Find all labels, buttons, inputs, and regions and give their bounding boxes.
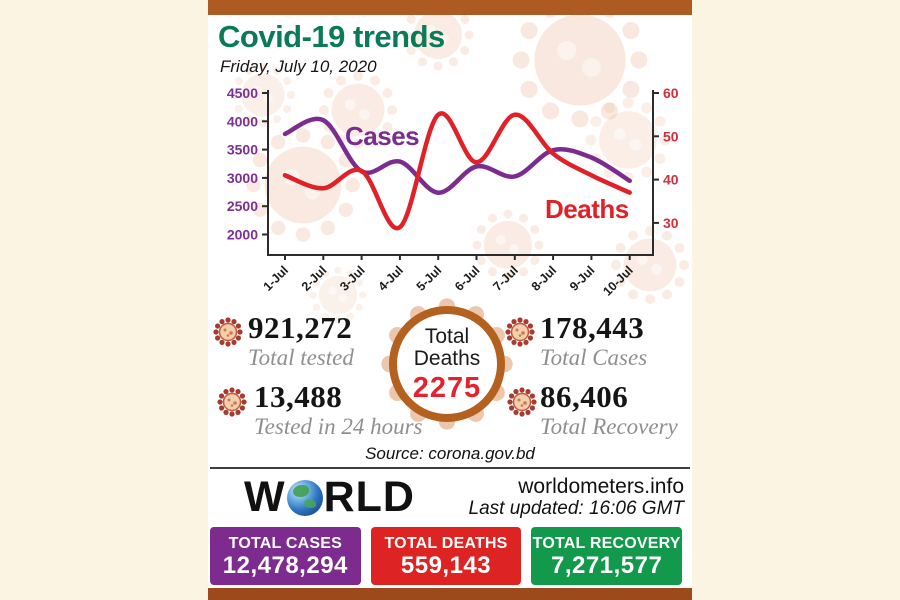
source-note: Source: corona.gov.bd: [365, 444, 535, 463]
svg-text:4-Jul: 4-Jul: [375, 263, 406, 294]
box-value: 559,143: [400, 551, 492, 579]
svg-text:40: 40: [663, 172, 679, 188]
svg-text:60: 60: [663, 85, 679, 101]
world-total-deaths-box: TOTAL DEATHS 559,143: [370, 527, 522, 585]
virus-icon: [505, 317, 535, 347]
svg-text:4000: 4000: [227, 113, 258, 129]
series-label-deaths: Deaths: [545, 194, 629, 224]
worldometers-site: worldometers.info: [518, 475, 684, 498]
svg-text:10-Jul: 10-Jul: [600, 263, 635, 298]
infographic-card: Covid-19 trends Friday, July 10, 2020 45…: [208, 0, 692, 600]
svg-text:7-Jul: 7-Jul: [490, 263, 521, 294]
svg-text:5-Jul: 5-Jul: [414, 263, 445, 294]
stat-label: Total Recovery: [540, 414, 678, 439]
bottom-accent-bar: [208, 588, 692, 600]
date-subtitle: Friday, July 10, 2020: [220, 57, 377, 76]
svg-text:50: 50: [663, 128, 679, 144]
worldometers-logo: W RLD: [244, 473, 415, 522]
world-total-cases-box: TOTAL CASES 12,478,294: [210, 527, 361, 585]
virus-icon: [217, 387, 247, 417]
stat-total-tested: 921,272 Total tested: [248, 312, 354, 371]
box-value: 12,478,294: [222, 551, 348, 579]
svg-text:3500: 3500: [227, 142, 258, 158]
logo-text: W: [244, 473, 286, 521]
trends-chart: 4500 4000 3500 3000 2500 2000 60 50 40 30 1-Jul 2-J…: [227, 85, 679, 299]
stat-total-recovery: 86,406 Total Recovery: [540, 381, 678, 440]
stat-tested-24-hours: 13,488 Tested in 24 hours: [254, 381, 422, 440]
svg-text:1-Jul: 1-Jul: [261, 263, 292, 294]
svg-text:3000: 3000: [227, 170, 258, 186]
box-label: TOTAL CASES: [228, 534, 342, 552]
stat-total-cases: 178,443 Total Cases: [540, 312, 647, 371]
box-label: TOTAL DEATHS: [384, 534, 508, 552]
virus-icon: [213, 317, 243, 347]
svg-text:3-Jul: 3-Jul: [337, 263, 368, 294]
logo-text: RLD: [323, 473, 415, 521]
top-accent-bar: [208, 0, 692, 15]
stat-value: 13,488: [254, 379, 343, 414]
page-title: Covid-19 trends: [218, 19, 445, 54]
stat-value: 921,272: [248, 310, 353, 345]
section-divider: [210, 467, 690, 469]
svg-text:6-Jul: 6-Jul: [452, 263, 483, 294]
stat-value: 178,443: [540, 310, 645, 345]
svg-text:8-Jul: 8-Jul: [529, 263, 560, 294]
stat-label: Total Cases: [540, 345, 648, 370]
stat-label: Total tested: [248, 345, 354, 370]
series-label-cases: Cases: [345, 121, 419, 151]
svg-text:4500: 4500: [227, 85, 258, 101]
deaths-badge-label: Total: [424, 324, 470, 348]
stat-label: Tested in 24 hours: [254, 414, 423, 439]
globe-icon: [286, 479, 323, 516]
box-label: TOTAL RECOVERY: [532, 534, 681, 552]
world-total-recovery-box: TOTAL RECOVERY 7,271,577: [531, 527, 683, 585]
svg-text:2500: 2500: [227, 198, 258, 214]
svg-text:30: 30: [663, 215, 679, 231]
virus-icon: [507, 387, 537, 417]
worldometers-meta: worldometers.info Last updated: 16:06 GM…: [469, 475, 684, 520]
world-totals-row: TOTAL CASES 12,478,294 TOTAL DEATHS 559,…: [210, 527, 683, 585]
total-deaths-badge: Total Deaths 2275: [389, 306, 505, 422]
deaths-badge-value: 2275: [412, 371, 482, 404]
deaths-badge-label: Deaths: [413, 346, 481, 370]
svg-text:2-Jul: 2-Jul: [299, 263, 330, 294]
last-updated: Last updated: 16:06 GMT: [468, 498, 684, 519]
box-value: 7,271,577: [551, 551, 663, 579]
svg-text:2000: 2000: [227, 227, 258, 243]
stat-value: 86,406: [540, 379, 629, 414]
svg-text:9-Jul: 9-Jul: [567, 263, 598, 294]
